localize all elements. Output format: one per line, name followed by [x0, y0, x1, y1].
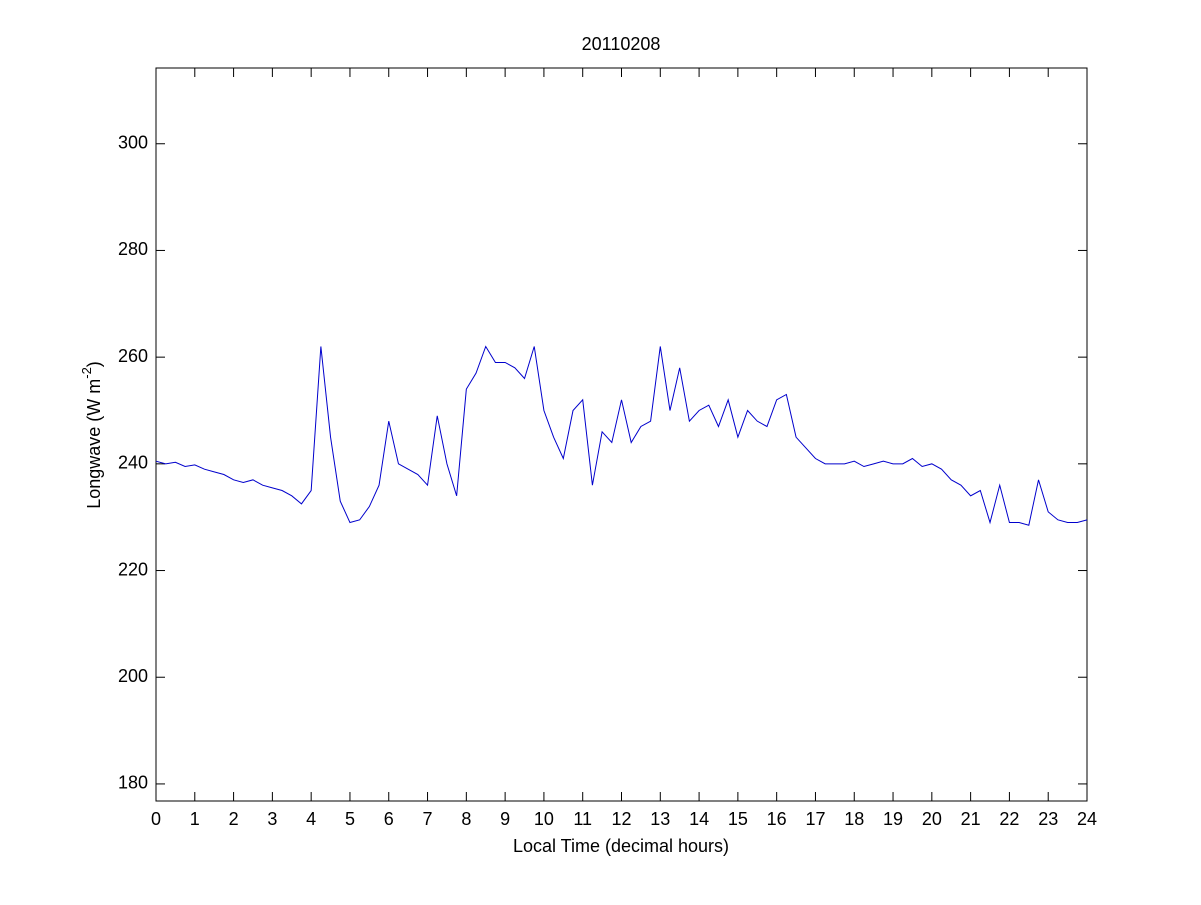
- x-tick-label: 18: [844, 809, 864, 829]
- x-tick-label: 15: [728, 809, 748, 829]
- x-tick-label: 13: [650, 809, 670, 829]
- y-tick-label: 240: [118, 453, 148, 473]
- y-tick-label: 300: [118, 133, 148, 153]
- y-tick-label: 280: [118, 239, 148, 259]
- data-line: [155, 345, 1088, 526]
- y-tick-label: 180: [118, 773, 148, 793]
- y-tick-label: 220: [118, 559, 148, 579]
- x-tick-label: 3: [267, 809, 277, 829]
- x-tick-label: 20: [922, 809, 942, 829]
- y-label-text: Longwave (W m: [84, 379, 104, 509]
- x-axis-label: Local Time (decimal hours): [513, 836, 729, 856]
- y-label-suffix: ): [84, 361, 104, 367]
- x-tick-label: 6: [384, 809, 394, 829]
- x-tick-label: 22: [999, 809, 1019, 829]
- x-tick-label: 7: [423, 809, 433, 829]
- x-tick-label: 8: [461, 809, 471, 829]
- x-tick-label: 12: [611, 809, 631, 829]
- x-tick-label: 0: [151, 809, 161, 829]
- plot-area: [155, 67, 1088, 802]
- x-tick-label: 9: [500, 809, 510, 829]
- y-tick-label: 200: [118, 666, 148, 686]
- x-tick-label: 17: [805, 809, 825, 829]
- x-tick-label: 23: [1038, 809, 1058, 829]
- x-tick-label: 5: [345, 809, 355, 829]
- chart-title: 20110208: [582, 34, 661, 54]
- x-tick-label: 10: [534, 809, 554, 829]
- x-tick-label: 11: [573, 809, 592, 829]
- x-tick-label: 1: [190, 809, 200, 829]
- y-label-sup: -2: [79, 367, 94, 379]
- y-axis-label: Longwave (W m-2): [79, 361, 103, 509]
- x-tick-label: 16: [767, 809, 787, 829]
- x-tick-label: 14: [689, 809, 709, 829]
- x-tick-label: 2: [229, 809, 239, 829]
- x-tick-label: 19: [883, 809, 903, 829]
- x-tick-label: 21: [961, 809, 981, 829]
- x-tick-label: 24: [1077, 809, 1097, 829]
- y-tick-label: 260: [118, 346, 148, 366]
- x-tick-label: 4: [306, 809, 316, 829]
